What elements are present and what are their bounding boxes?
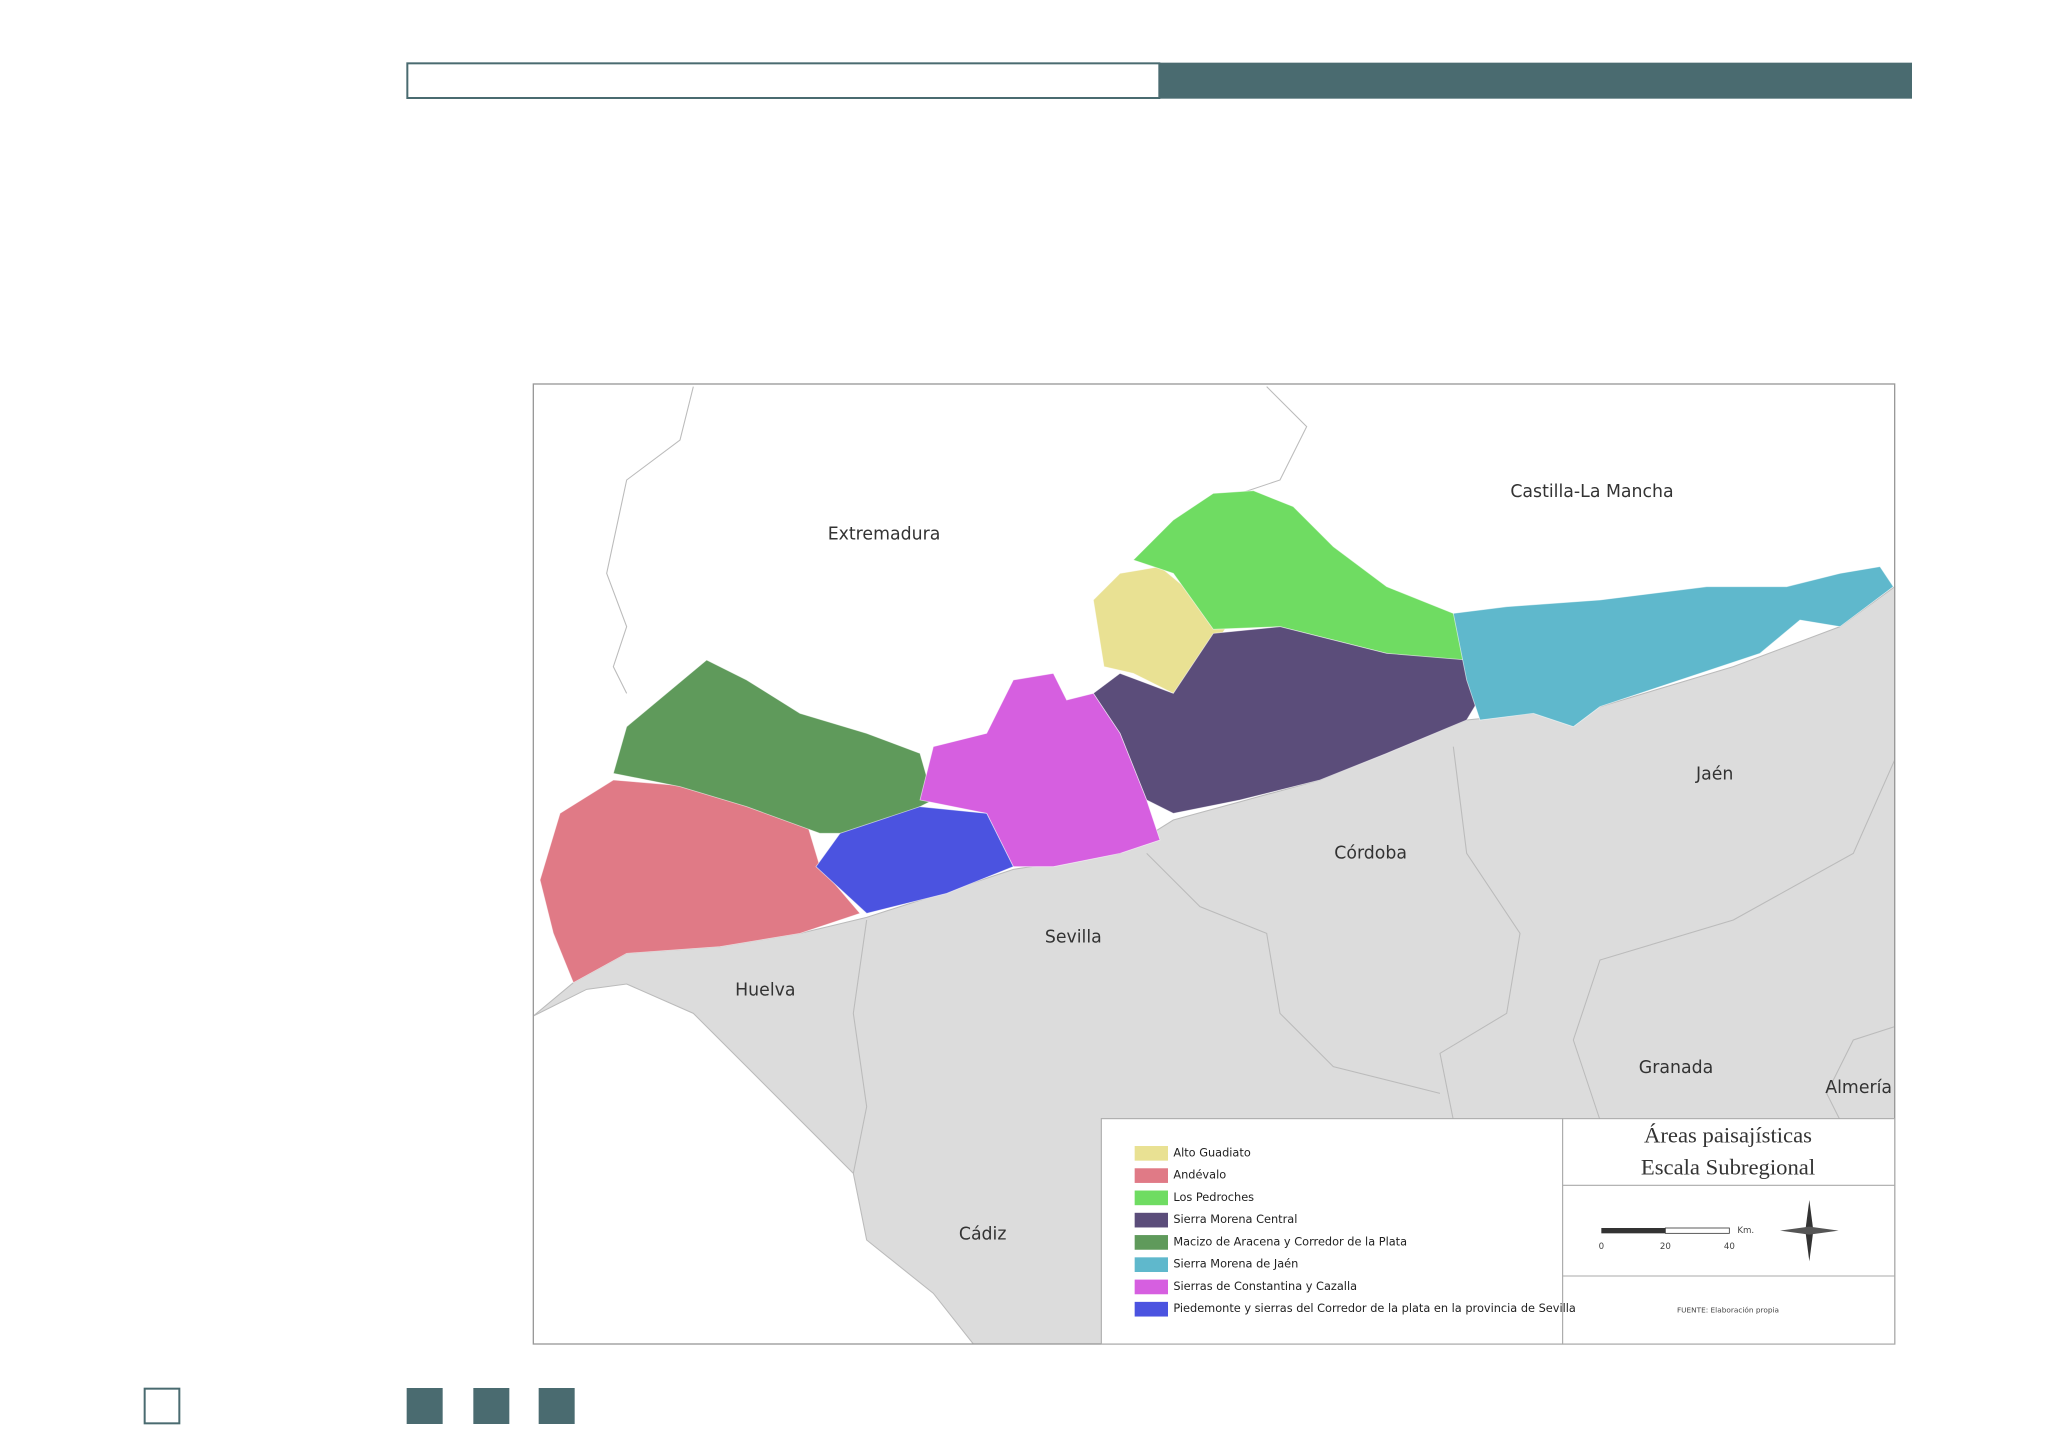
scale-label: 0 xyxy=(1599,1242,1605,1252)
legend-swatch xyxy=(1134,1212,1168,1228)
regions xyxy=(539,490,1894,984)
page-square xyxy=(538,1388,575,1424)
legend-swatch xyxy=(1134,1190,1168,1206)
region xyxy=(1092,626,1484,814)
place-label: Almería xyxy=(1825,1078,1892,1098)
legend-swatch xyxy=(1134,1257,1168,1272)
legend-label: Sierras de Constantina y Cazalla xyxy=(1173,1279,1357,1293)
place-label: Castilla-La Mancha xyxy=(1510,482,1673,502)
province-border xyxy=(1146,852,1441,1094)
legend-swatch xyxy=(1134,1301,1168,1317)
legend-swatch xyxy=(1134,1146,1168,1161)
scale-bar xyxy=(1664,1227,1730,1234)
page-square xyxy=(143,1387,181,1425)
province-border xyxy=(1239,386,1308,494)
legend-swatch xyxy=(1134,1279,1168,1295)
north-arrow xyxy=(1780,1200,1839,1262)
legend-label: Sierra Morena Central xyxy=(1173,1212,1297,1226)
place-label: Extremadura xyxy=(828,525,941,545)
legend-label: Alto Guadiato xyxy=(1173,1145,1250,1159)
region xyxy=(1452,566,1894,728)
legend-swatch xyxy=(1134,1235,1168,1250)
source: FUENTE: Elaboración propia xyxy=(1677,1306,1779,1315)
place-label: Granada xyxy=(1639,1058,1713,1078)
province-border xyxy=(1572,759,1896,1121)
scale-label: 40 xyxy=(1724,1242,1735,1252)
legend-label: Macizo de Aracena y Corredor de la Plata xyxy=(1173,1234,1407,1248)
place-label: Jaén xyxy=(1695,765,1733,785)
legend-title: Áreas paisajísticas xyxy=(1644,1123,1812,1148)
place-label: Córdoba xyxy=(1334,843,1407,863)
legend-swatch xyxy=(1134,1168,1168,1183)
map: Áreas paisajísticas Escala Subregional E… xyxy=(532,383,1896,1345)
legend-label: Andévalo xyxy=(1173,1168,1226,1182)
region xyxy=(919,672,1161,868)
place-label: Cádiz xyxy=(959,1225,1007,1245)
legend-box xyxy=(1100,1118,1564,1345)
region xyxy=(539,779,861,984)
header-bar-outline xyxy=(406,62,1161,99)
scale-label: 20 xyxy=(1660,1242,1671,1252)
legend-label: Piedemonte y sierras del Corredor de la … xyxy=(1173,1301,1576,1315)
legend-label: Los Pedroches xyxy=(1173,1190,1254,1204)
page-square xyxy=(473,1388,510,1424)
places: Extremadura Castilla-La Mancha Jaén Córdoba… xyxy=(735,482,1892,1245)
legend-label: Sierra Morena de Jaén xyxy=(1173,1257,1298,1271)
legend: Alto Guadiato Andévalo Los Pedroches Sierra… xyxy=(1134,1145,1754,1317)
region xyxy=(612,659,934,834)
scale-bar xyxy=(1601,1228,1666,1234)
province-border xyxy=(1439,746,1521,1121)
scale-unit: Km. xyxy=(1737,1226,1754,1236)
header-bar-fill xyxy=(1160,62,1912,99)
legend-title: Escala Subregional xyxy=(1641,1155,1815,1180)
region xyxy=(815,806,1014,914)
province-border xyxy=(606,386,694,694)
province-border xyxy=(1826,1026,1895,1121)
place-label: Sevilla xyxy=(1045,927,1102,947)
place-label: Huelva xyxy=(735,981,795,1001)
page-square xyxy=(406,1388,443,1424)
province-border xyxy=(852,919,868,1174)
